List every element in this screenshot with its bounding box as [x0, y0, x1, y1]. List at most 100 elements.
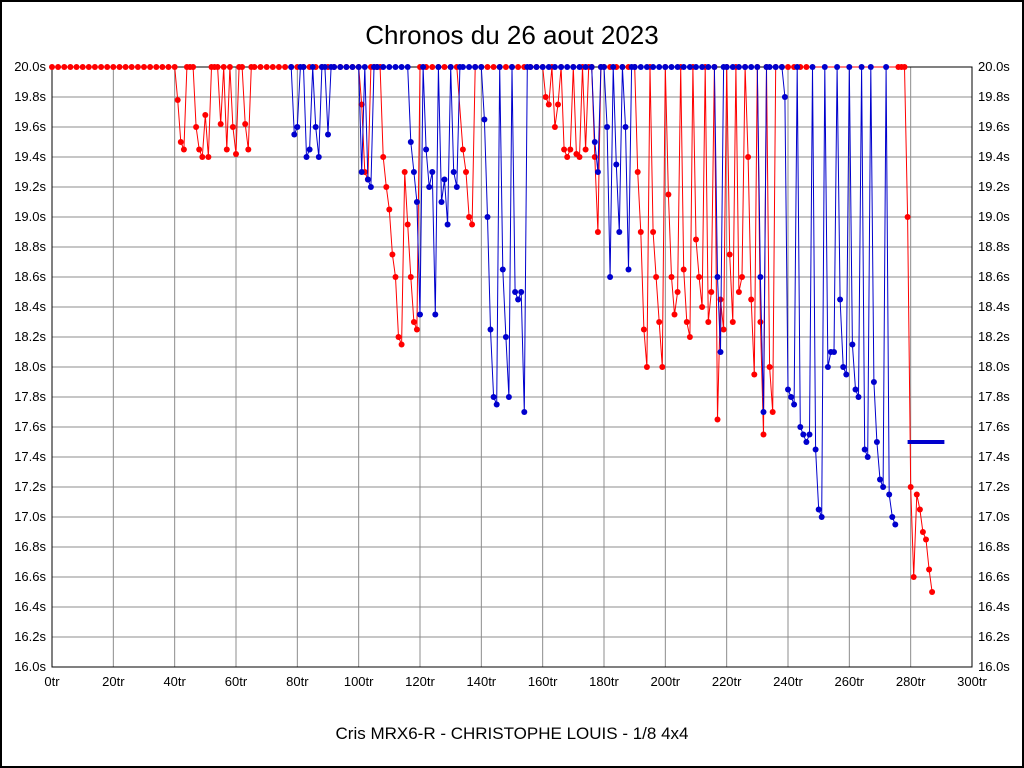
data-point: [407, 274, 414, 280]
data-point: [674, 289, 681, 295]
data-point: [861, 446, 868, 453]
data-point: [217, 121, 224, 127]
y-tick-label-right: 17.0s: [978, 509, 1010, 524]
data-point: [395, 334, 402, 340]
y-tick-label-left: 16.6s: [14, 569, 46, 584]
data-point: [604, 124, 611, 130]
data-point: [312, 124, 319, 130]
data-point: [282, 64, 289, 70]
data-point: [518, 289, 525, 295]
data-point: [582, 64, 589, 70]
data-point: [392, 274, 399, 280]
data-point: [128, 64, 135, 70]
data-point: [656, 319, 663, 325]
data-point: [429, 169, 436, 175]
y-tick-label-right: 17.2s: [978, 479, 1010, 494]
data-point: [726, 251, 733, 258]
data-point: [757, 274, 764, 280]
y-tick-label-left: 17.2s: [14, 479, 46, 494]
data-point: [831, 349, 837, 355]
data-point: [374, 64, 381, 70]
data-point: [288, 64, 295, 70]
y-tick-label-right: 16.4s: [978, 599, 1010, 614]
data-point: [625, 266, 632, 273]
y-tick-label-right: 19.4s: [978, 149, 1010, 164]
data-point: [656, 64, 663, 70]
data-point: [889, 514, 896, 520]
data-point: [668, 64, 675, 70]
data-point: [413, 326, 420, 333]
data-point: [613, 161, 620, 168]
data-point: [729, 319, 736, 325]
data-point: [141, 64, 147, 70]
data-point: [432, 311, 439, 318]
data-point: [441, 176, 448, 183]
y-tick-label-left: 19.4s: [14, 149, 46, 164]
data-point: [447, 64, 454, 70]
data-point: [616, 229, 623, 235]
data-point: [818, 514, 825, 520]
data-point: [837, 296, 844, 303]
x-tick-label: 160tr: [528, 674, 558, 689]
data-point: [769, 409, 776, 415]
data-point: [840, 364, 847, 370]
data-point: [760, 409, 767, 415]
data-point: [410, 169, 417, 175]
data-point: [73, 64, 80, 70]
data-point: [693, 64, 699, 70]
x-tick-label: 120tr: [405, 674, 435, 689]
data-point: [542, 94, 549, 100]
x-tick-label: 20tr: [102, 674, 125, 689]
y-tick-label-right: 18.2s: [978, 329, 1010, 344]
data-point: [401, 169, 408, 175]
data-point: [174, 97, 181, 103]
x-tick-label: 100tr: [344, 674, 374, 689]
data-point: [643, 64, 650, 70]
data-point: [358, 169, 365, 175]
data-point: [576, 64, 583, 70]
data-point: [735, 64, 742, 70]
data-point: [714, 274, 721, 280]
data-point: [331, 64, 338, 70]
y-tick-label-left: 16.4s: [14, 599, 46, 614]
data-point: [466, 64, 473, 70]
data-point: [202, 112, 209, 118]
data-point: [570, 64, 577, 70]
data-point: [355, 64, 362, 70]
data-point: [420, 64, 427, 70]
data-point: [849, 341, 856, 348]
data-point: [110, 64, 117, 70]
data-point: [180, 146, 187, 153]
data-point: [469, 221, 476, 228]
data-point: [459, 146, 466, 153]
y-tick-label-left: 16.2s: [14, 629, 46, 644]
data-point: [754, 64, 761, 70]
data-point: [91, 64, 98, 70]
data-point: [873, 439, 880, 445]
data-point: [637, 64, 644, 70]
data-point: [680, 64, 687, 70]
data-point: [794, 64, 801, 70]
data-point: [760, 431, 767, 438]
data-point: [205, 154, 212, 160]
data-point: [239, 64, 246, 70]
data-point: [705, 64, 712, 70]
data-point: [904, 214, 911, 220]
data-point: [551, 64, 558, 70]
data-point: [803, 439, 810, 445]
data-point: [708, 289, 715, 295]
data-point: [843, 371, 850, 378]
data-point: [739, 274, 745, 280]
y-tick-label-right: 17.6s: [978, 419, 1010, 434]
data-point: [926, 566, 933, 573]
data-point: [855, 394, 862, 400]
data-point: [67, 64, 74, 70]
data-point: [122, 64, 129, 70]
data-point: [165, 64, 172, 70]
data-point: [864, 454, 871, 460]
data-point: [61, 64, 68, 70]
data-point: [337, 64, 344, 70]
data-point: [806, 431, 813, 438]
data-point: [159, 64, 166, 70]
data-point: [493, 401, 500, 408]
